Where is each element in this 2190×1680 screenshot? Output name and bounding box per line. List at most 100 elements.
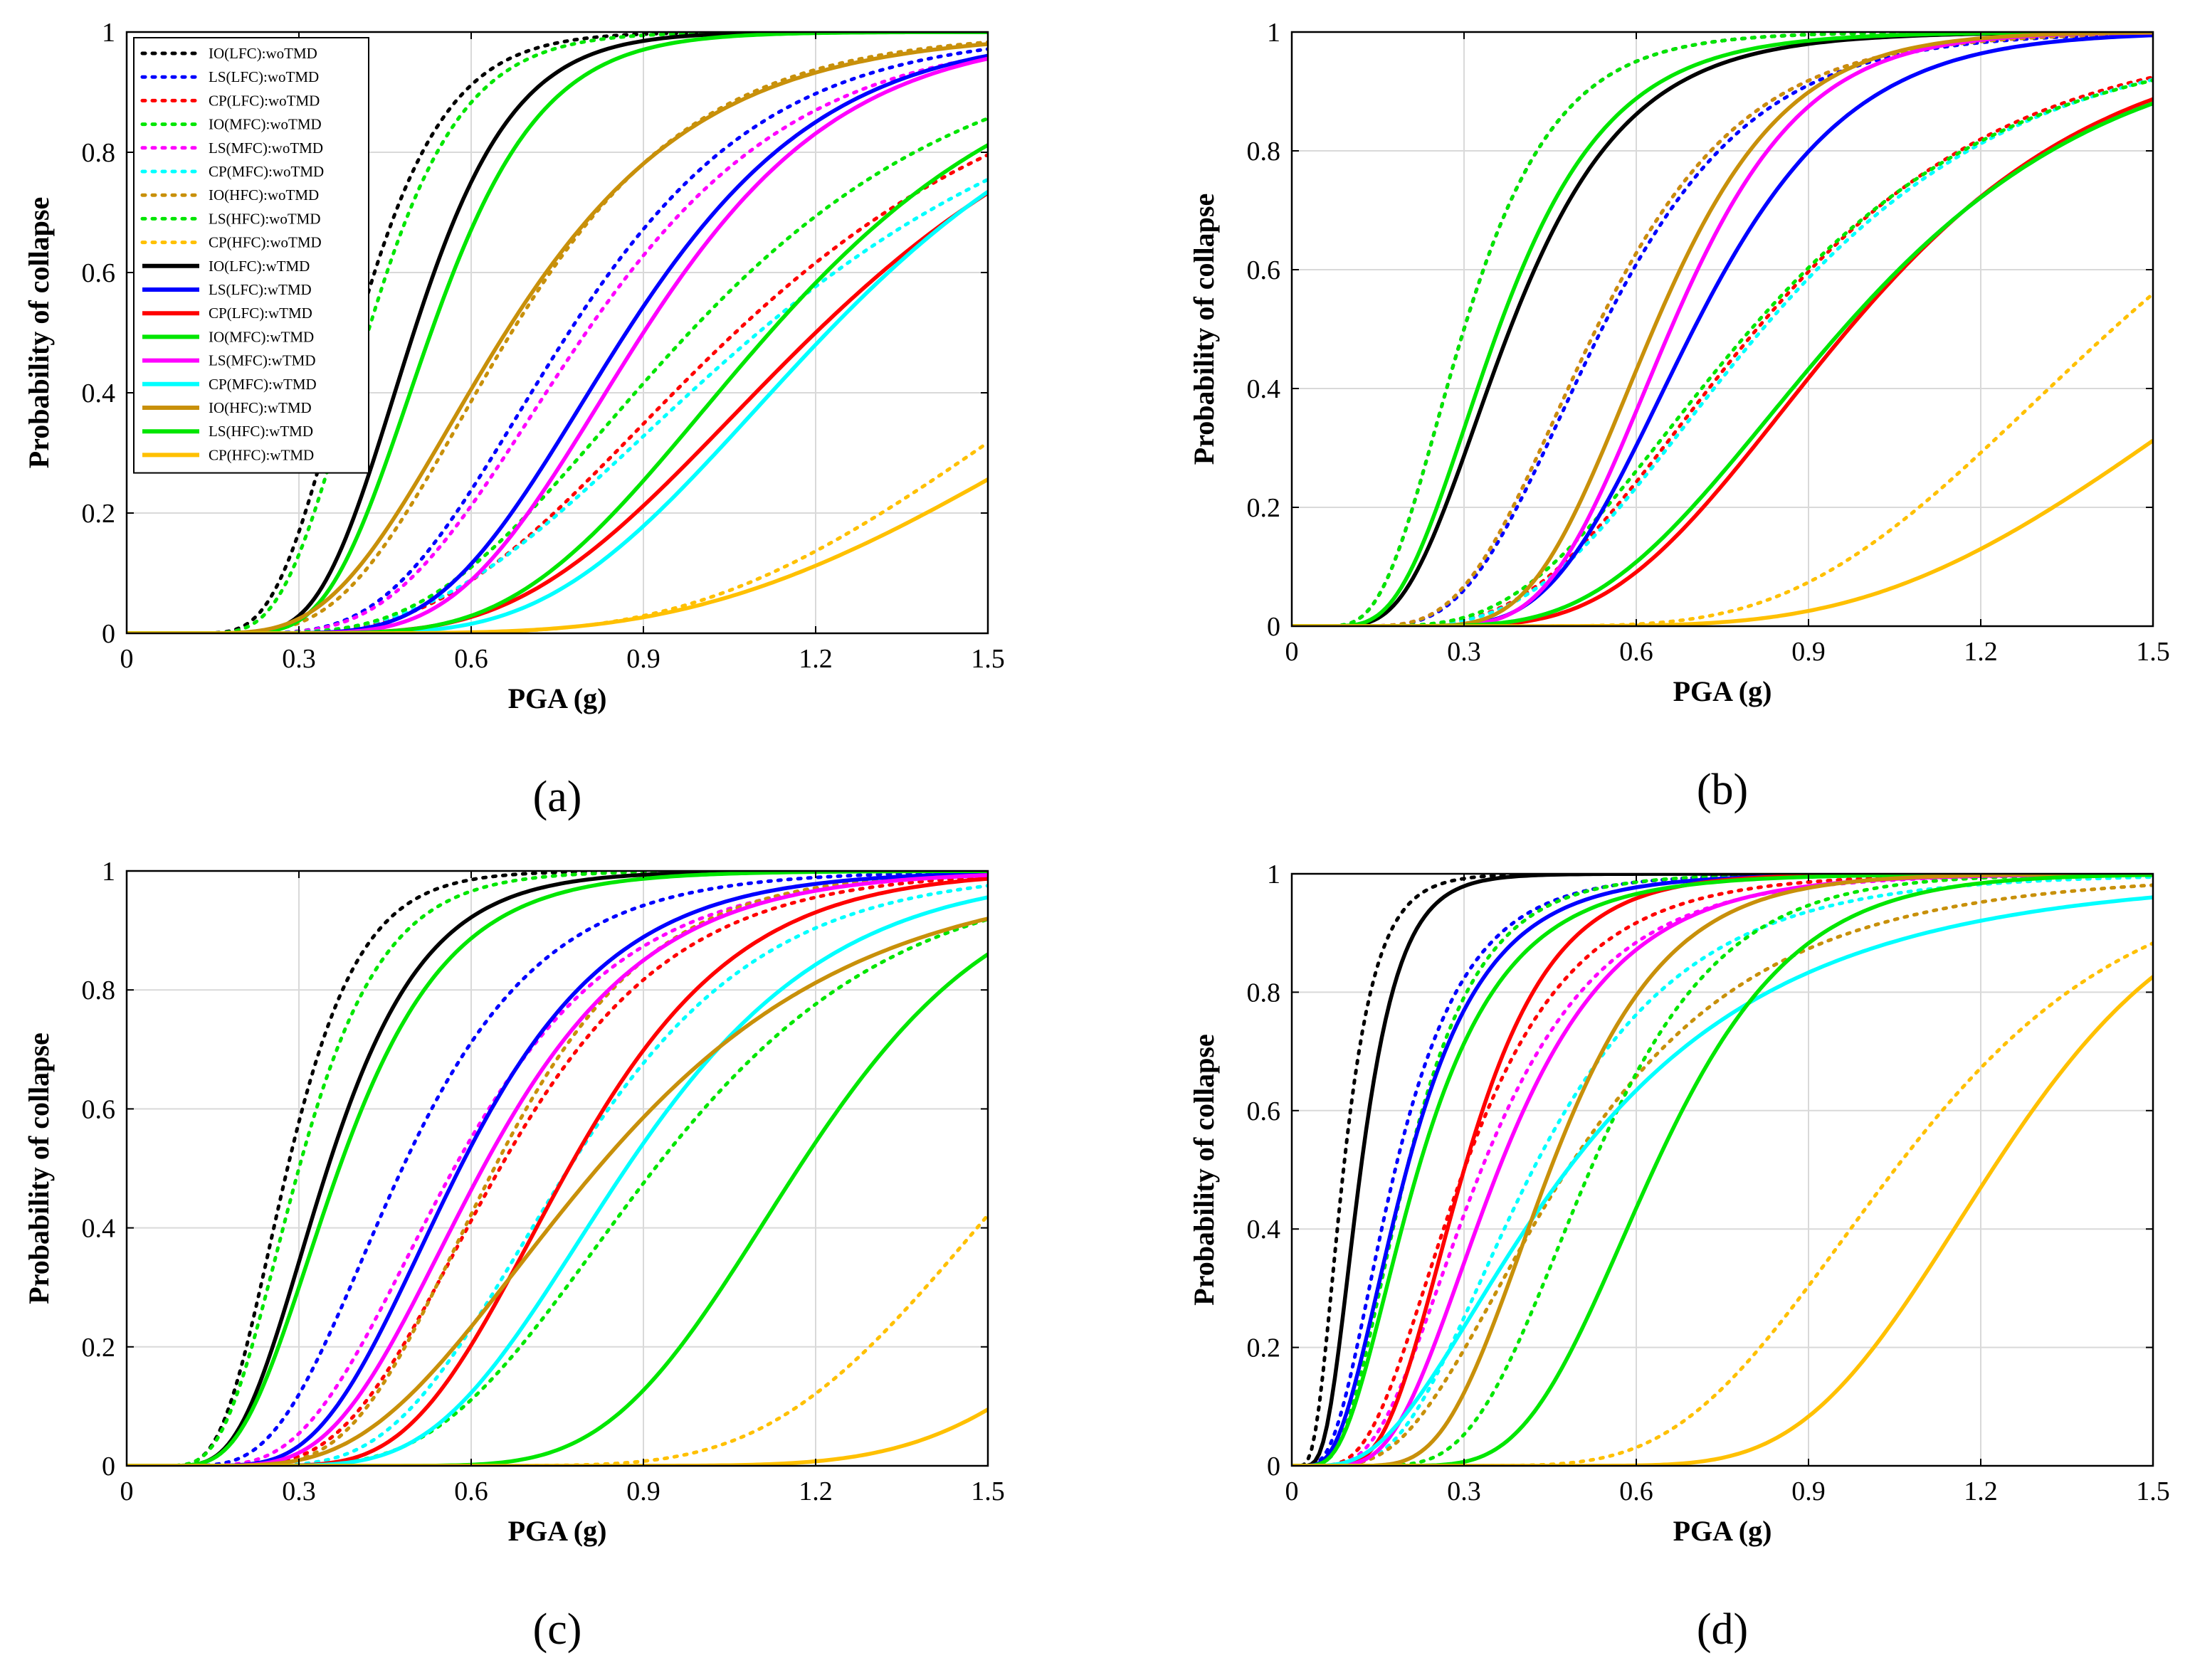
y-tick-label: 0.8 — [1247, 978, 1281, 1008]
series-line-io-hfc--wotmd — [1292, 883, 2153, 1466]
legend-label: CP(MFC):wTMD — [209, 376, 317, 393]
y-tick-label: 0.4 — [1247, 374, 1281, 404]
y-tick-label: 0.4 — [82, 1214, 116, 1244]
legend-label: IO(MFC):woTMD — [209, 116, 322, 133]
legend-label: LS(HFC):woTMD — [209, 210, 321, 227]
legend-label: IO(LFC):wTMD — [209, 258, 310, 275]
x-tick-label: 0.6 — [1619, 637, 1653, 667]
series-line-ls-hfc--wotmd — [1292, 78, 2153, 626]
legend-label: CP(HFC):woTMD — [209, 234, 322, 251]
series-line-cp-mfc--wtmd — [127, 190, 988, 633]
y-tick-label: 0 — [1267, 1452, 1280, 1481]
y-axis-title: Probability of collapse — [1188, 194, 1220, 465]
panel-label: (b) — [1697, 766, 1748, 814]
x-tick-label: 1.2 — [799, 1476, 833, 1506]
series-line-cp-mfc--wotmd — [1292, 875, 2153, 1466]
panel-label: (c) — [533, 1605, 582, 1654]
series-line-cp-lfc--wtmd — [127, 191, 988, 633]
legend-label: LS(MFC):wTMD — [209, 352, 316, 369]
series-line-io-mfc--wotmd — [1292, 874, 2153, 1466]
x-tick-label: 1.2 — [1964, 637, 1998, 667]
axes-frame — [1290, 31, 2154, 628]
x-tick-label: 0.6 — [454, 644, 488, 674]
panel-label: (d) — [1697, 1605, 1748, 1654]
x-axis-title: PGA (g) — [1673, 1515, 1772, 1547]
x-tick-label: 0.3 — [282, 1476, 316, 1506]
x-tick-label: 0 — [1285, 637, 1299, 667]
x-tick-label: 1.5 — [971, 1476, 1005, 1506]
series-line-ls-lfc--wtmd — [127, 53, 988, 633]
legend-label: IO(LFC):woTMD — [209, 45, 317, 62]
y-tick-label: 0.2 — [1247, 493, 1281, 523]
series-line-cp-hfc--wotmd — [1292, 292, 2153, 626]
y-tick-label: 0.2 — [82, 1333, 116, 1363]
series-line-cp-hfc--wotmd — [1292, 941, 2153, 1466]
series-line-io-lfc--wtmd — [1292, 874, 2153, 1466]
axes-frame — [125, 870, 989, 1467]
series-line-cp-hfc--wtmd — [1292, 438, 2153, 626]
y-tick-label: 1 — [1267, 18, 1280, 48]
legend-label: IO(HFC):woTMD — [209, 186, 319, 204]
x-tick-label: 0.3 — [1447, 637, 1481, 667]
series-line-ls-lfc--wotmd — [127, 871, 988, 1466]
panel-d: 0 0.3 0.6 0.9 1.2 1.5 0 0.2 0.4 0.6 0.8 1 PGA (g) Pro… — [1188, 860, 2170, 1654]
series-line-ls-lfc--wtmd — [127, 871, 988, 1466]
x-tick-label: 1.2 — [1964, 1476, 1998, 1506]
legend-label: LS(LFC):woTMD — [209, 68, 319, 85]
series-line-cp-mfc--wtmd — [127, 895, 988, 1466]
x-tick-label: 0.9 — [1791, 637, 1826, 667]
grid — [1292, 32, 2153, 626]
plot-area — [1292, 32, 2153, 626]
series-line-ls-mfc--wtmd — [127, 56, 988, 633]
x-tick-label: 0.9 — [626, 644, 660, 674]
axes-frame — [1290, 872, 2154, 1467]
panel-b: 0 0.3 0.6 0.9 1.2 1.5 0 0.2 0.4 0.6 0.8 1 PGA (g) Pro… — [1188, 18, 2170, 814]
series-line-io-hfc--wtmd — [1292, 874, 2153, 1466]
x-tick-label: 0 — [120, 644, 134, 674]
series-line-cp-hfc--wtmd — [127, 477, 988, 633]
panel-c: 0 0.3 0.6 0.9 1.2 1.5 0 0.2 0.4 0.6 0.8 1 PGA (g) Pro… — [23, 857, 1005, 1654]
y-tick-label: 0 — [102, 1452, 115, 1481]
y-tick-label: 0 — [102, 619, 115, 649]
grid — [127, 871, 988, 1466]
legend-box — [133, 37, 369, 474]
series-line-ls-hfc--wotmd — [1292, 874, 2153, 1466]
y-tick-label: 0.6 — [1247, 255, 1281, 285]
legend-label: IO(MFC):wTMD — [209, 328, 314, 345]
series-line-cp-mfc--wtmd — [1292, 895, 2153, 1466]
series-line-ls-hfc--wtmd — [127, 952, 988, 1466]
x-tick-label: 0 — [1285, 1476, 1299, 1506]
series-line-io-hfc--wtmd — [127, 42, 988, 633]
x-tick-label: 0 — [120, 1476, 134, 1506]
series-line-io-mfc--wtmd — [1292, 32, 2153, 626]
series-line-ls-hfc--wtmd — [127, 143, 988, 633]
y-tick-label: 0.6 — [1247, 1097, 1281, 1126]
x-tick-label: 0.9 — [1791, 1476, 1826, 1506]
series-line-ls-lfc--wotmd — [1292, 32, 2153, 626]
x-tick-label: 0.6 — [454, 1476, 488, 1506]
x-tick-label: 1.2 — [799, 644, 833, 674]
y-tick-label: 1 — [102, 857, 115, 887]
legend-label: CP(HFC):wTMD — [209, 446, 314, 463]
y-tick-label: 0 — [1267, 612, 1280, 642]
x-tick-label: 1.5 — [2136, 637, 2170, 667]
x-tick-label: 1.5 — [2136, 1476, 2170, 1506]
series-line-io-lfc--wotmd — [1292, 874, 2153, 1466]
x-axis-title: PGA (g) — [508, 682, 607, 714]
plot-area — [1292, 874, 2153, 1466]
axes-frame — [125, 31, 989, 635]
y-axis-title: Probability of collapse — [23, 1032, 55, 1304]
y-tick-label: 0.4 — [82, 379, 116, 408]
y-tick-label: 1 — [102, 18, 115, 48]
legend: IO(LFC):woTMD LS(LFC):woTMD CP(LFC):woTMD I… — [133, 37, 369, 474]
series-line-cp-hfc--wtmd — [127, 1407, 988, 1466]
x-axis-title: PGA (g) — [1673, 675, 1772, 707]
x-tick-label: 0.9 — [626, 1476, 660, 1506]
y-axis-title: Probability of collapse — [23, 197, 55, 468]
legend-label: CP(LFC):woTMD — [209, 92, 320, 109]
y-tick-label: 1 — [1267, 860, 1280, 889]
curves — [1292, 874, 2153, 1466]
panel-a: 0 0.3 0.6 0.9 1.2 1.5 0 0.2 0.4 0.6 0.8 1 PGA (g) Pro… — [23, 18, 1005, 821]
x-axis-title: PGA (g) — [508, 1515, 607, 1547]
y-tick-label: 0.8 — [82, 138, 116, 168]
